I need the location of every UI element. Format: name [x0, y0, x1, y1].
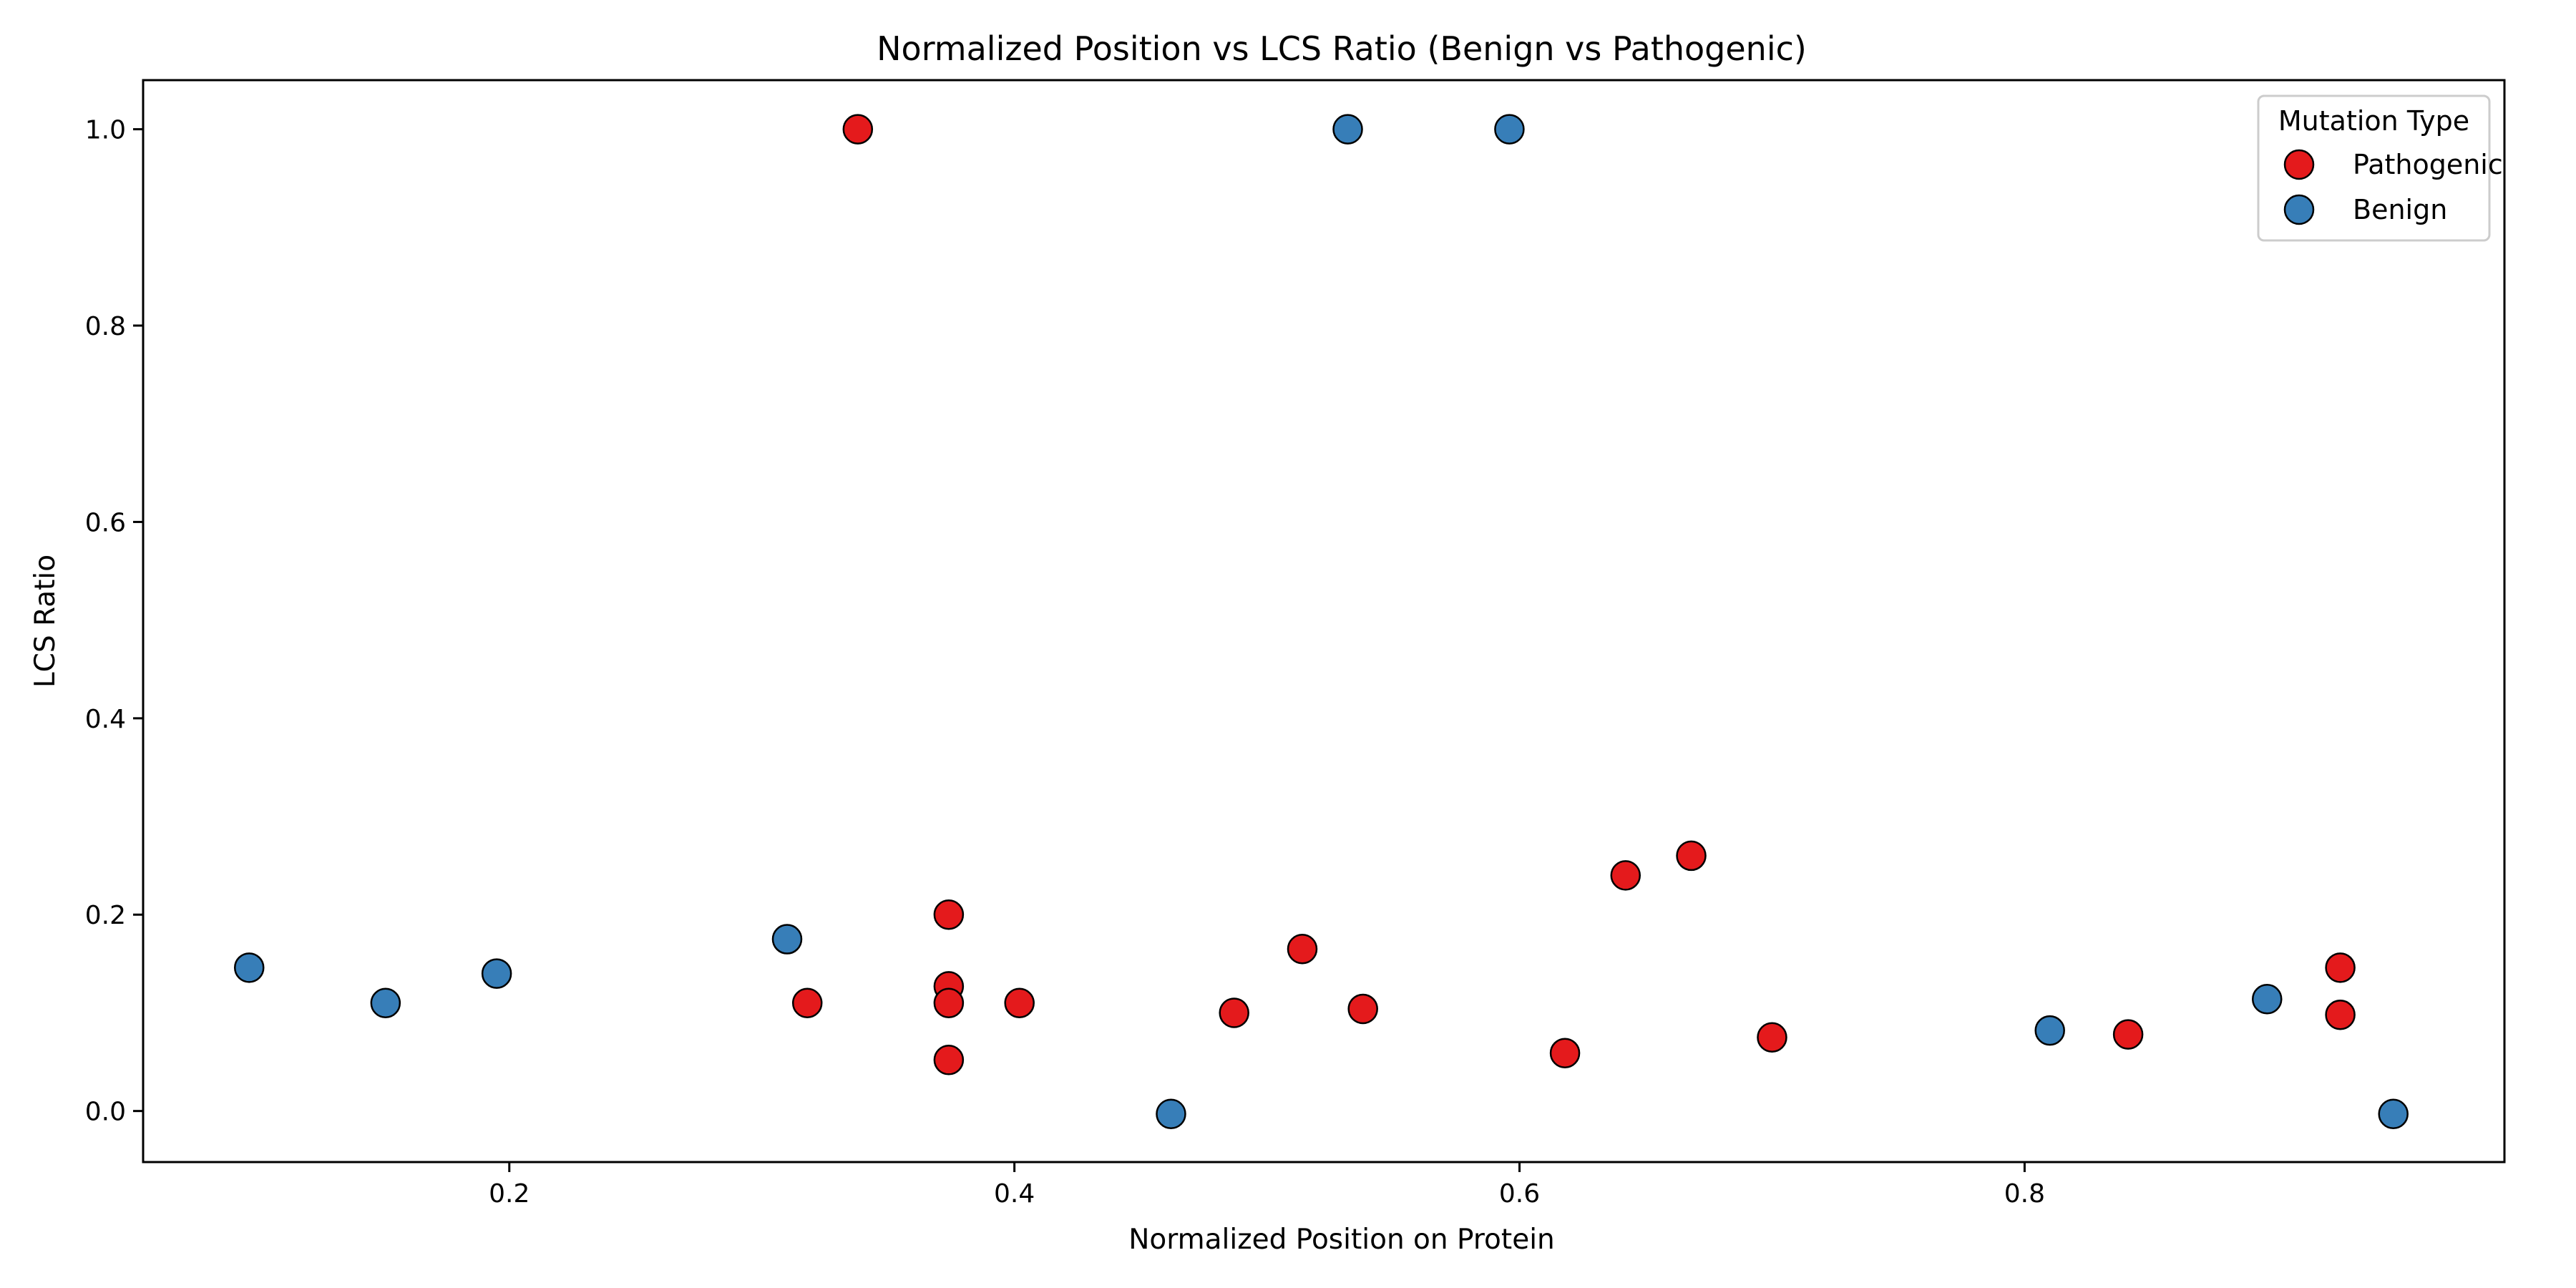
pathogenic-point [2325, 952, 2356, 983]
benign-point [1156, 1098, 1186, 1130]
pathogenic-point [1549, 1038, 1581, 1068]
pathogenic-point [1287, 934, 1318, 965]
x-tick-label: 0.6 [1499, 1179, 1540, 1209]
pathogenic-point [1347, 993, 1378, 1025]
benign-point [1332, 114, 1363, 145]
pathogenic-point [1757, 1022, 1787, 1053]
pathogenic-point [1219, 997, 1249, 1028]
pathogenic-point [1004, 987, 1035, 1018]
legend-label-pathogenic: Pathogenic [2353, 149, 2503, 180]
y-tick-label: 0.4 [85, 705, 126, 734]
pathogenic-point [2325, 999, 2356, 1030]
benign-point [481, 958, 512, 989]
legend-box [2257, 94, 2491, 242]
pathogenic-point [933, 987, 965, 1018]
benign-point [771, 924, 803, 955]
legend-label-benign: Benign [2353, 194, 2447, 225]
pathogenic-point [842, 114, 874, 145]
benign-point [233, 952, 265, 983]
legend-marker-benign [2283, 194, 2315, 225]
y-tick-label: 0.6 [85, 508, 126, 537]
pathogenic-point [791, 987, 823, 1018]
y-axis-label: LCS Ratio [29, 555, 62, 688]
chart-title: Normalized Position vs LCS Ratio (Benign… [877, 29, 1807, 68]
x-tick-label: 0.4 [994, 1179, 1035, 1209]
benign-point [1494, 114, 1525, 145]
legend-title: Mutation Type [2278, 105, 2469, 137]
axis-ticks: 0.2 0.4 0.6 0.8 0.0 0.2 0.4 0.6 0.8 1.0 [85, 116, 2045, 1209]
y-tick-label: 0.0 [85, 1098, 126, 1127]
benign-point [2034, 1015, 2065, 1046]
x-tick-label: 0.8 [2004, 1179, 2045, 1209]
benign-point [2378, 1098, 2409, 1130]
y-tick-label: 0.2 [85, 901, 126, 930]
pathogenic-point [2112, 1019, 2144, 1050]
y-tick-label: 1.0 [85, 116, 126, 145]
pathogenic-point [933, 899, 965, 930]
series-pathogenic [791, 114, 2356, 1075]
benign-point [370, 987, 401, 1018]
series-benign [233, 114, 2409, 1130]
pathogenic-point [933, 1045, 965, 1075]
x-tick-label: 0.2 [489, 1179, 530, 1209]
legend-marker-pathogenic [2283, 149, 2315, 180]
pathogenic-point [1676, 840, 1707, 872]
pathogenic-point [1610, 860, 1641, 891]
benign-point [2251, 983, 2283, 1015]
x-axis-label: Normalized Position on Protein [1128, 1224, 1555, 1256]
data-points [233, 114, 2409, 1130]
y-tick-label: 0.8 [85, 312, 126, 341]
plot-area-frame [142, 79, 2506, 1163]
legend: Mutation Type Pathogenic Benign [2257, 94, 2503, 242]
